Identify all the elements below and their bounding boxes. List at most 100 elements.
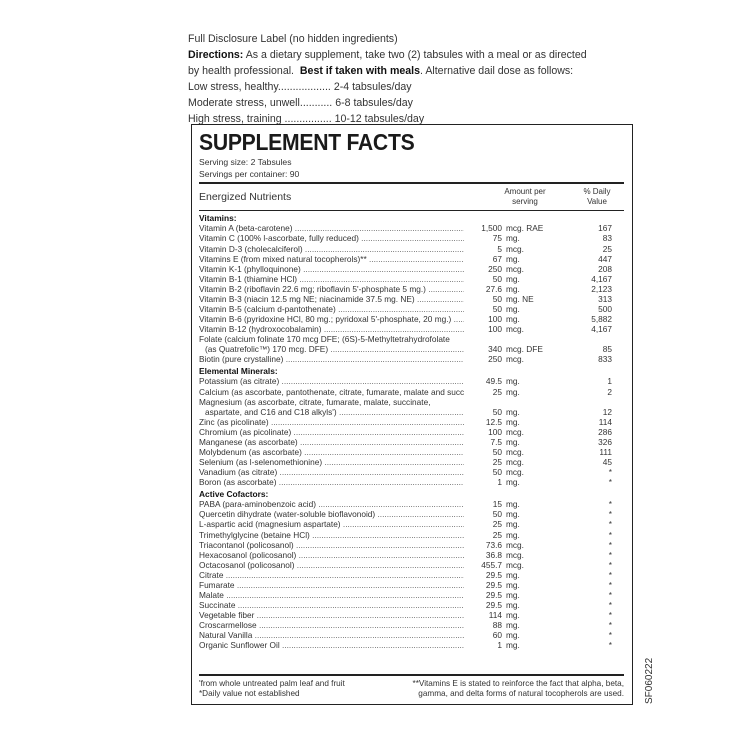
nutrient-table: Vitamins:Vitamin A (beta-carotene) 1,500 m…	[199, 213, 624, 651]
nutrient-name: Malate	[199, 590, 464, 600]
nutrient-amount: 29.5	[485, 579, 502, 590]
nutrient-daily-value: *	[608, 499, 612, 510]
nutrient-row: Vitamin C (100% l-ascorbate, fully reduc…	[199, 233, 624, 243]
dose-line: High stress, training ................ 1…	[188, 113, 425, 125]
table-header: Energized Nutrients Amount per serving % …	[199, 184, 624, 210]
nutrient-name: Vitamin C (100% l-ascorbate, fully reduc…	[199, 233, 464, 243]
nutrient-unit: mcg.	[506, 549, 524, 560]
nutrient-row-line: Magnesium (as ascorbate, citrate, fumara…	[199, 397, 624, 407]
nutrient-amount: 25	[492, 529, 502, 540]
nutrient-amount: 75	[492, 233, 502, 244]
nutrient-name: Boron (as ascorbate)	[199, 477, 464, 487]
nutrient-name: Manganese (as ascorbate)	[199, 437, 464, 447]
nutrient-row: Triacontanol (policosanol) 73.6 mcg. *	[199, 540, 624, 550]
dose-line: Low stress, healthy.................. 2-…	[188, 81, 412, 93]
nutrient-amount: 60	[492, 630, 502, 640]
nutrient-unit: mg.	[506, 630, 520, 640]
nutrient-name: Vitamin B-3 (niacin 12.5 mg NE; niacinam…	[199, 294, 464, 304]
nutrient-amount: 250	[488, 354, 502, 365]
nutrient-unit: mg.	[506, 569, 520, 580]
nutrient-daily-value: *	[608, 476, 612, 487]
nutrient-amount: 50	[492, 509, 502, 520]
nutrient-row: Croscarmellose 88 mg. *	[199, 620, 624, 630]
nutrient-name: Selenium (as l-selenomethionine)	[199, 457, 464, 467]
header-amount-line: Amount per	[504, 187, 546, 196]
header-dv: % Daily Value	[570, 187, 624, 207]
nutrient-amount: 25	[492, 456, 502, 467]
nutrient-daily-value: *	[608, 640, 612, 651]
nutrient-row: L-aspartic acid (magnesium aspartate) 25 m…	[199, 519, 624, 529]
nutrient-unit: mcg.	[506, 323, 524, 334]
section-title: Elemental Minerals:	[199, 366, 278, 377]
nutrient-row: Zinc (as picolinate) 12.5 mg. 114	[199, 417, 624, 427]
nutrient-daily-value: *	[608, 579, 612, 590]
nutrient-name: Croscarmellose	[199, 620, 464, 630]
footnote: *Daily value not established	[199, 689, 300, 698]
nutrient-row: Potassium (as citrate) 49.5 mg. 1	[199, 376, 624, 386]
section-title: Vitamins:	[199, 213, 237, 223]
nutrient-unit: mcg.	[506, 456, 524, 467]
nutrient-name: Folate (calcium folinate 170 mcg DFE; (6…	[199, 333, 450, 344]
nutrient-unit: mg.	[506, 499, 520, 510]
nutrient-name: L-aspartic acid (magnesium aspartate)	[199, 519, 464, 529]
nutrient-amount: 100	[488, 323, 502, 334]
nutrient-name: Vanadium (as citrate)	[199, 467, 464, 477]
nutrient-daily-value: 45	[602, 456, 612, 467]
nutrient-name: Vitamins E (from mixed natural tocophero…	[199, 254, 464, 264]
nutrient-amount: 36.8	[485, 549, 502, 560]
nutrient-row: Vitamin B-3 (niacin 12.5 mg NE; niacinam…	[199, 294, 624, 304]
nutrient-daily-value: *	[608, 549, 612, 560]
nutrient-name: Citrate	[199, 570, 464, 580]
header-dv-line: Value	[587, 197, 607, 206]
nutrient-daily-value: 167	[598, 223, 612, 234]
nutrient-amount: 88	[492, 619, 502, 630]
side-code: SF060222	[644, 657, 655, 704]
nutrient-row: aspartate, and C16 and C18 alkyls') 50 mg.…	[199, 407, 624, 417]
nutrient-name: Calcium (as ascorbate, pantothenate, cit…	[199, 387, 464, 397]
nutrient-daily-value: 286	[598, 426, 612, 437]
nutrient-unit: mg.	[506, 579, 520, 590]
dose-line: Moderate stress, unwell........... 6-8 t…	[188, 97, 413, 109]
nutrient-row: Fumarate 29.5 mg. *	[199, 580, 624, 590]
directions-text: As a dietary supplement, take two (2) ta…	[243, 49, 587, 61]
directions-line-2: by health professional. Best if taken wi…	[188, 63, 587, 79]
nutrient-row: Vitamin B-6 (pyridoxine HCl, 80 mg.; pyr…	[199, 314, 624, 324]
nutrient-unit: mg.	[506, 406, 520, 417]
footnote: gamma, and delta forms of natural tocoph…	[418, 689, 624, 698]
nutrient-row: Hexacosanol (policosanol) 36.8 mcg. *	[199, 550, 624, 560]
nutrient-name: Chromium (as picolinate)	[199, 427, 464, 437]
nutrient-row: Octacosanol (policosanol) 455.7 mcg. *	[199, 560, 624, 570]
nutrient-unit: mg. NE	[506, 293, 534, 304]
nutrient-row: Vanadium (as citrate) 50 mcg. *	[199, 467, 624, 477]
nutrient-name: Magnesium (as ascorbate, citrate, fumara…	[199, 396, 431, 407]
nutrient-row: Molybdenum (as ascorbate) 50 mcg. 111	[199, 447, 624, 457]
footnotes: 'from whole untreated palm leaf and frui…	[199, 674, 624, 704]
nutrient-unit: mg.	[506, 283, 520, 294]
nutrient-unit: mg.	[506, 313, 520, 324]
nutrient-amount: 7.5	[490, 436, 502, 447]
nutrient-unit: mcg. RAE	[506, 223, 544, 234]
nutrient-section: Elemental Minerals: Potassium (as citrate…	[199, 366, 624, 487]
nutrient-unit: mg.	[506, 376, 520, 387]
nutrient-name: aspartate, and C16 and C18 alkyls')	[199, 407, 464, 417]
nutrient-unit: mg.	[506, 303, 520, 314]
nutrient-amount: 50	[492, 303, 502, 314]
nutrient-name: Potassium (as citrate)	[199, 376, 464, 386]
nutrient-name: Vitamin A (beta-carotene)	[199, 223, 464, 233]
nutrient-daily-value: 114	[598, 416, 612, 427]
header-amount: Amount per serving	[490, 187, 560, 207]
nutrient-unit: mg.	[506, 233, 520, 244]
nutrient-name: Vitamin B-12 (hydroxocobalamin)	[199, 324, 464, 334]
nutrient-amount: 67	[492, 253, 502, 264]
nutrient-row: Manganese (as ascorbate) 7.5 mg. 326	[199, 437, 624, 447]
nutrient-unit: mg.	[506, 386, 520, 397]
nutrient-amount: 15	[492, 499, 502, 510]
nutrient-unit: mcg.	[506, 539, 524, 550]
nutrient-name: Vitamin K-1 (phylloquinone)	[199, 264, 464, 274]
nutrient-row: Vitamin B-2 (riboflavin 22.6 mg; ribofla…	[199, 284, 624, 294]
header-label: Energized Nutrients	[199, 191, 292, 203]
nutrient-name: Vitamin B-2 (riboflavin 22.6 mg; ribofla…	[199, 284, 464, 294]
nutrient-amount: 50	[492, 406, 502, 417]
nutrient-row: Calcium (as ascorbate, pantothenate, cit…	[199, 387, 624, 397]
nutrient-row: Vitamins E (from mixed natural tocophero…	[199, 254, 624, 264]
